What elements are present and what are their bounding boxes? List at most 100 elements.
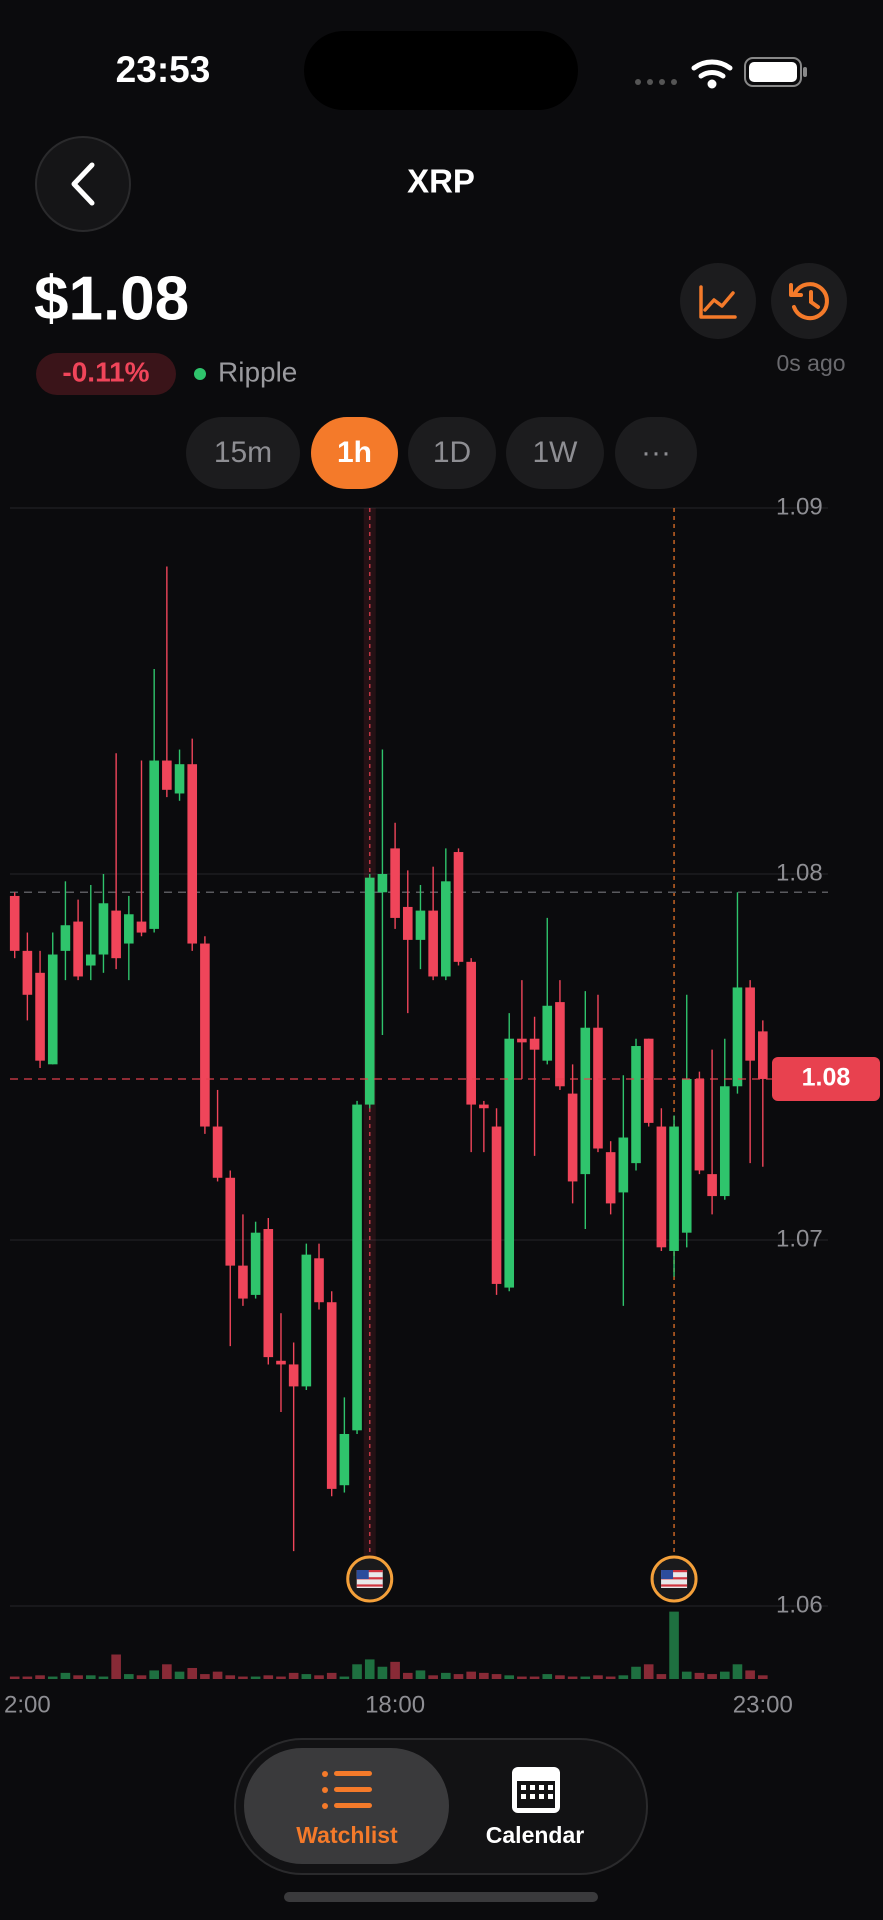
status-time: 23:53	[116, 49, 211, 90]
candle-body	[263, 1229, 274, 1358]
candle-body	[707, 1174, 717, 1197]
volume-bar	[326, 1672, 337, 1679]
signal-icon	[635, 79, 677, 85]
history-button[interactable]	[771, 263, 847, 339]
volume-bar	[390, 1661, 400, 1679]
volume-bar	[250, 1676, 261, 1679]
timeframe-button[interactable]: 1D	[408, 417, 496, 489]
candle-body	[174, 764, 185, 794]
candle-body	[415, 910, 426, 940]
volume-bar	[352, 1664, 362, 1679]
volume-bar	[111, 1654, 121, 1679]
volume-bar	[339, 1676, 350, 1679]
candle-body	[339, 1433, 350, 1486]
volume-bar	[504, 1675, 515, 1679]
candle-body	[288, 1364, 299, 1387]
volume-bar	[288, 1672, 299, 1679]
x-tick-label: 2:00	[4, 1691, 51, 1718]
y-tick-label: 1.06	[776, 1591, 823, 1618]
candle-body	[479, 1104, 489, 1109]
chart-style-button[interactable]	[680, 263, 756, 339]
timeframe-button[interactable]: 1W	[506, 417, 604, 489]
watchlist-icon	[322, 1771, 372, 1809]
volume-bar	[529, 1676, 540, 1679]
timeframe-label: 1D	[433, 436, 471, 469]
candle-body	[326, 1302, 337, 1489]
watchlist-tab[interactable]: Watchlist	[296, 1771, 398, 1848]
event-marker[interactable]	[346, 1555, 394, 1603]
candle-body	[225, 1177, 236, 1266]
candle-body	[681, 1078, 692, 1233]
candle-body	[60, 925, 71, 951]
candle-body	[238, 1265, 248, 1299]
updated-time: 0s ago	[776, 350, 845, 376]
x-tick-label: 18:00	[365, 1691, 425, 1718]
candle-body	[402, 906, 413, 940]
asset-name: Ripple	[218, 356, 297, 387]
y-tick-label: 1.08	[776, 859, 823, 886]
timeframe-pill	[506, 417, 604, 489]
volume-bar	[542, 1674, 553, 1679]
candle-body	[453, 852, 464, 962]
volume-bar	[643, 1664, 654, 1679]
change-percent: -0.11%	[62, 356, 149, 387]
last-price-tag	[772, 1056, 880, 1101]
volume-bar	[555, 1675, 565, 1679]
volume-bar	[415, 1670, 426, 1679]
change-pill	[36, 353, 176, 395]
candle-body	[390, 848, 400, 918]
timeframe-pill	[408, 417, 496, 489]
candle-body	[669, 1126, 679, 1251]
timeframe-button[interactable]: 1h	[311, 417, 398, 489]
volume-bar	[364, 1659, 375, 1679]
volume-bar	[466, 1671, 476, 1679]
candle-body	[200, 943, 210, 1127]
candle-body	[73, 921, 83, 977]
volume-bar	[758, 1675, 768, 1679]
x-tick-label: 23:00	[733, 1691, 793, 1718]
volume-bar	[47, 1676, 58, 1679]
volume-bar	[60, 1672, 71, 1679]
volume-bar	[301, 1674, 312, 1679]
candle-body	[631, 1046, 641, 1164]
calendar-tab[interactable]: Calendar	[486, 1767, 584, 1848]
chart: 1.06 1.07 1.08 1.09 2:00 18:00 23:00 1.08	[4, 493, 880, 1718]
battery-icon	[744, 57, 807, 87]
volume-bar	[694, 1672, 705, 1679]
volume-bar	[187, 1667, 198, 1679]
last-price-label: 1.08	[802, 1064, 851, 1092]
volume-bar	[162, 1664, 172, 1679]
volume-bar	[593, 1675, 603, 1679]
tab-label: Watchlist	[296, 1822, 398, 1848]
candle-body	[694, 1078, 705, 1171]
event-marker[interactable]	[650, 1555, 698, 1603]
candle-body	[136, 921, 147, 933]
y-tick-label: 1.07	[776, 1225, 823, 1252]
candle-body	[111, 910, 121, 959]
candle-body	[352, 1104, 362, 1431]
timeframe-label: 15m	[214, 436, 272, 469]
candle-body	[605, 1152, 616, 1204]
timeframe-button[interactable]: ···	[615, 417, 697, 489]
y-tick-label: 1.09	[776, 493, 823, 520]
candle-body	[745, 987, 755, 1061]
volume-bar	[149, 1670, 159, 1679]
candle-body	[643, 1038, 654, 1123]
volume-bar	[745, 1670, 755, 1679]
volume-bar	[174, 1671, 185, 1679]
volume-bar	[732, 1664, 743, 1679]
candle-body	[9, 895, 20, 951]
candle-body	[35, 972, 45, 1061]
flag-canton	[661, 1570, 674, 1579]
volume-bar	[441, 1672, 451, 1679]
volume-bar	[402, 1672, 413, 1679]
candle-body	[22, 950, 33, 995]
volume-bar	[719, 1671, 730, 1679]
back-button[interactable]	[35, 136, 131, 232]
volume-bar	[669, 1611, 679, 1679]
volume-bar	[618, 1675, 629, 1679]
candle-body	[149, 760, 159, 929]
volume-bar	[225, 1675, 236, 1679]
timeframe-pill	[311, 417, 398, 489]
timeframe-button[interactable]: 15m	[186, 417, 300, 489]
